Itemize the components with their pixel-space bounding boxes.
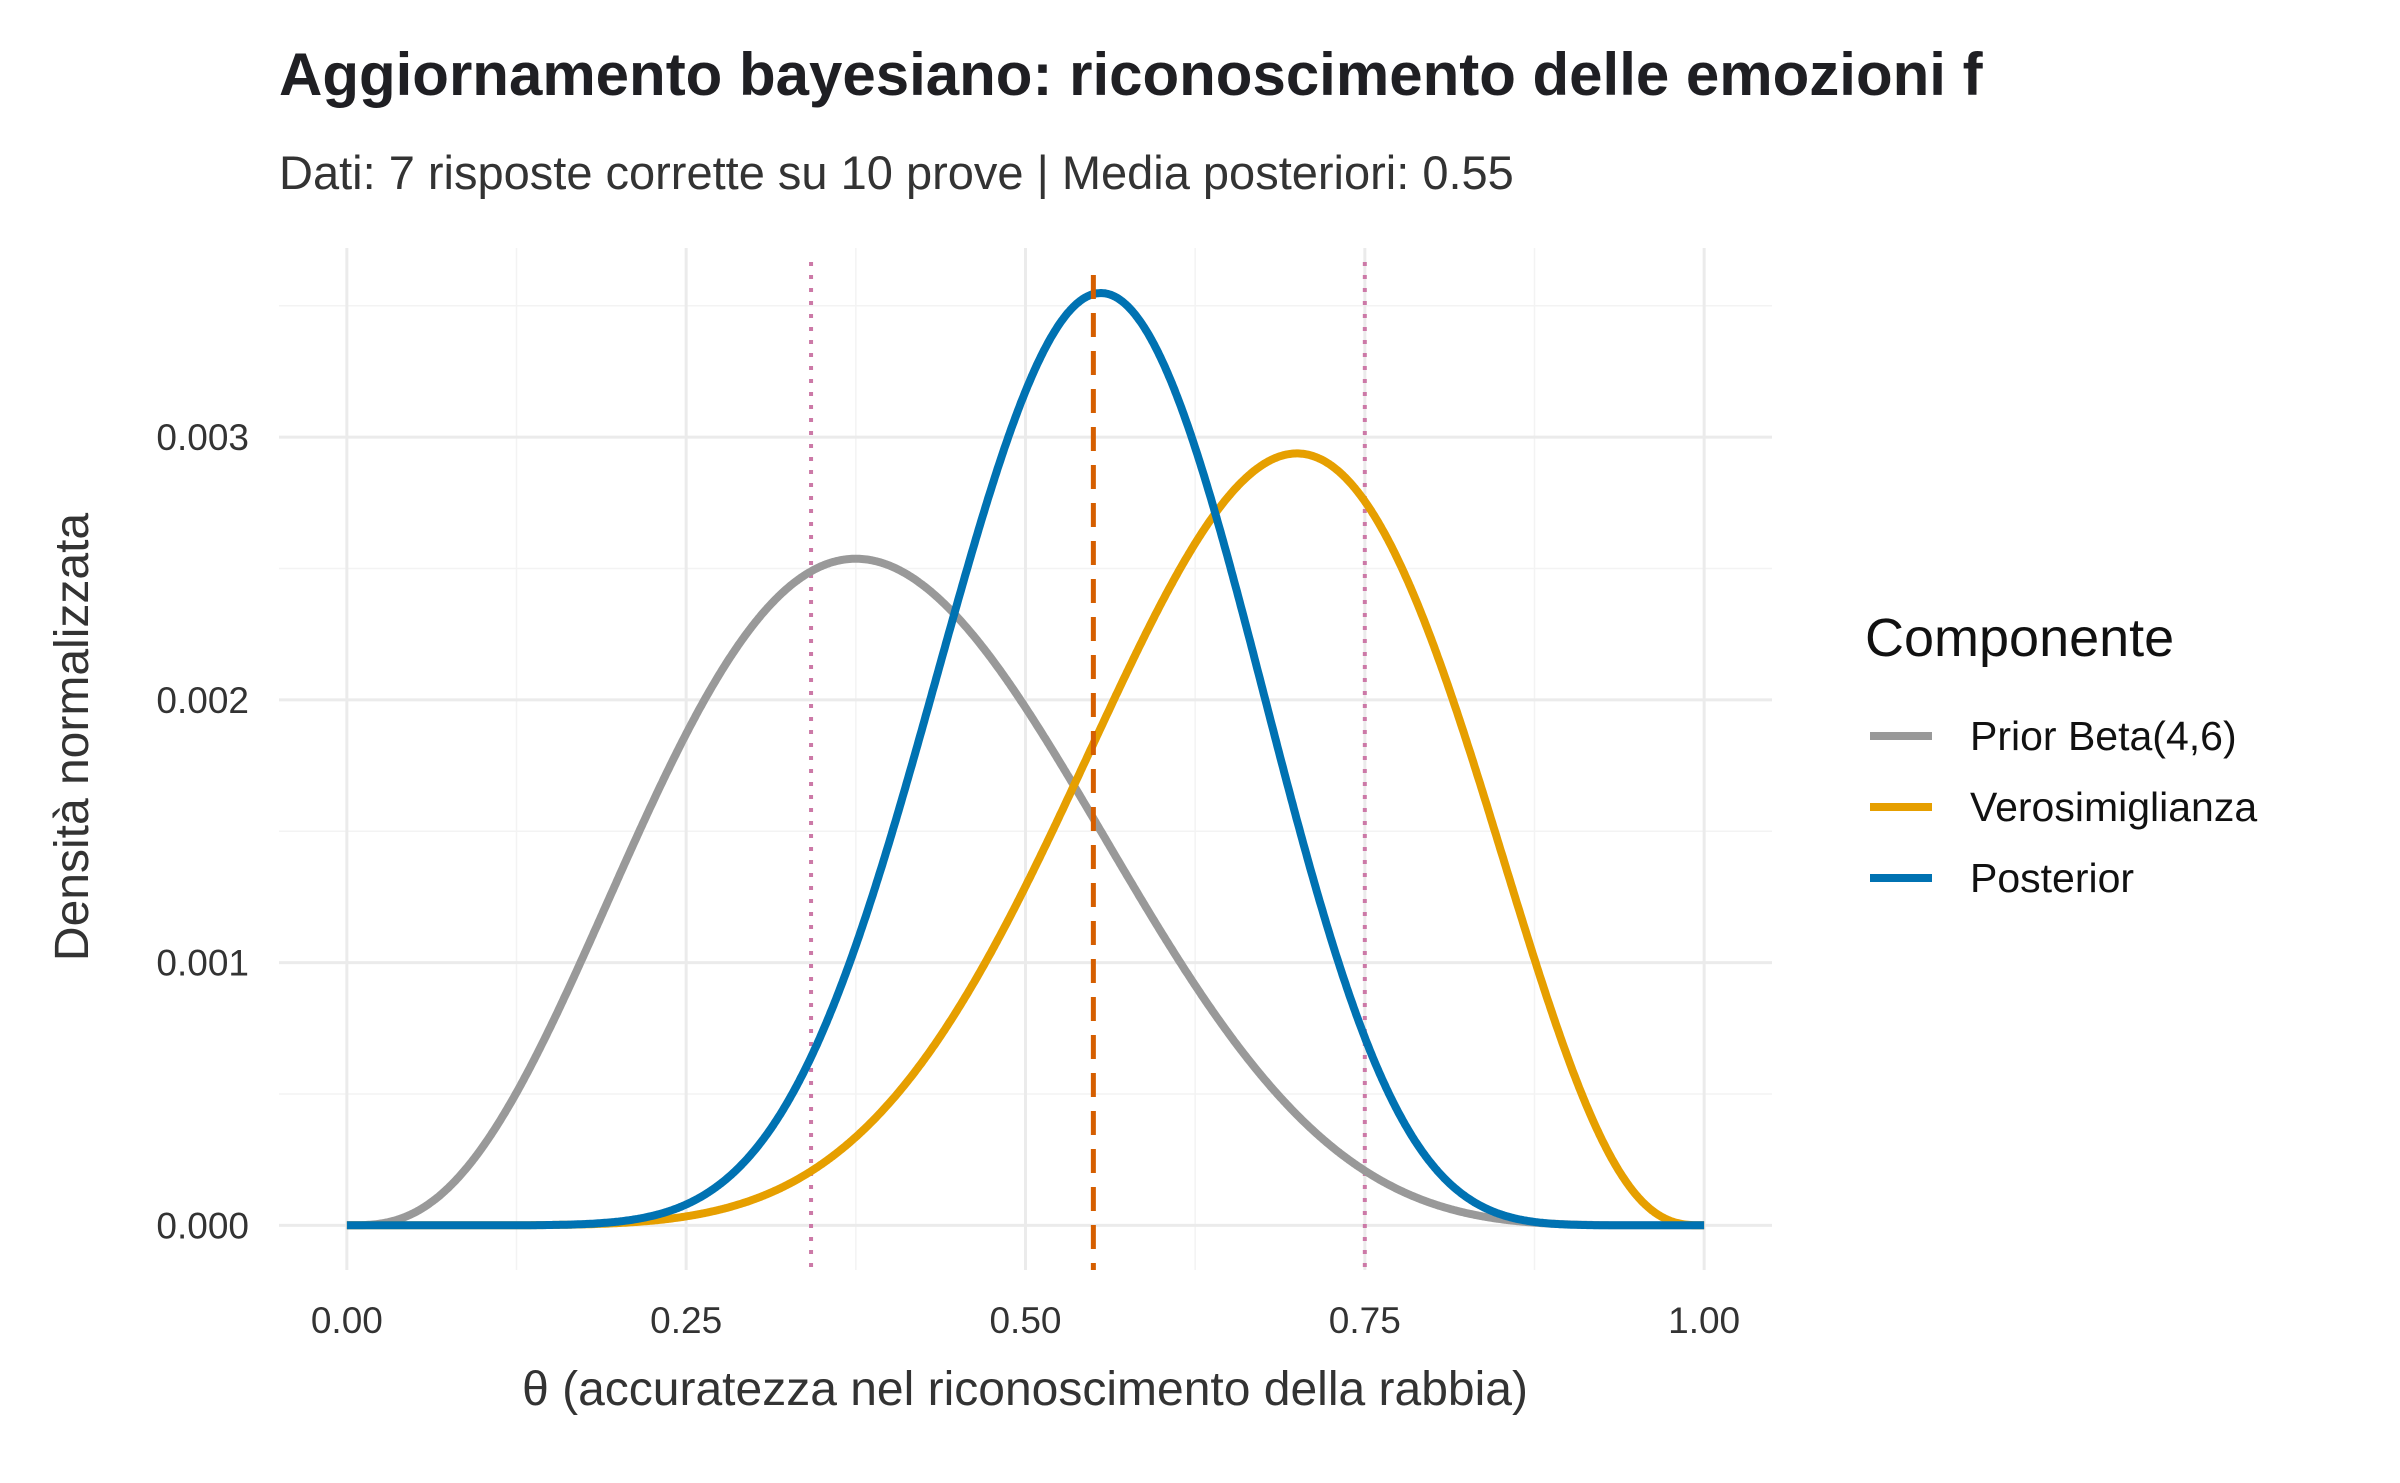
legend-item-label: Prior Beta(4,6) xyxy=(1970,713,2237,759)
y-axis-title: Densità normalizzata xyxy=(46,513,99,962)
y-tick-label: 0.002 xyxy=(156,680,249,721)
chart-subtitle: Dati: 7 risposte corrette su 10 prove | … xyxy=(279,146,1514,199)
x-axis-title: θ (accuratezza nel riconoscimento della … xyxy=(522,1363,1528,1416)
legend-item-label: Posterior xyxy=(1970,855,2134,901)
y-tick-label: 0.000 xyxy=(156,1205,249,1246)
legend-title: Componente xyxy=(1865,608,2174,668)
y-tick-label: 0.001 xyxy=(156,943,249,984)
x-tick-label: 0.75 xyxy=(1329,1300,1401,1341)
x-tick-label: 0.25 xyxy=(650,1300,722,1341)
curve-prior-beta-4-6- xyxy=(344,554,1707,1230)
curve-posterior xyxy=(344,289,1707,1230)
x-tick-label: 0.50 xyxy=(989,1300,1061,1341)
y-tick-label: 0.003 xyxy=(156,417,249,458)
x-tick-label: 0.00 xyxy=(311,1300,383,1341)
chart-title: Aggiornamento bayesiano: riconoscimento … xyxy=(279,41,1983,108)
legend-item-label: Verosimiglianza xyxy=(1970,784,2257,830)
x-tick-label: 1.00 xyxy=(1668,1300,1740,1341)
legend: Componente Prior Beta(4,6) Verosimiglianz… xyxy=(1865,608,2257,901)
